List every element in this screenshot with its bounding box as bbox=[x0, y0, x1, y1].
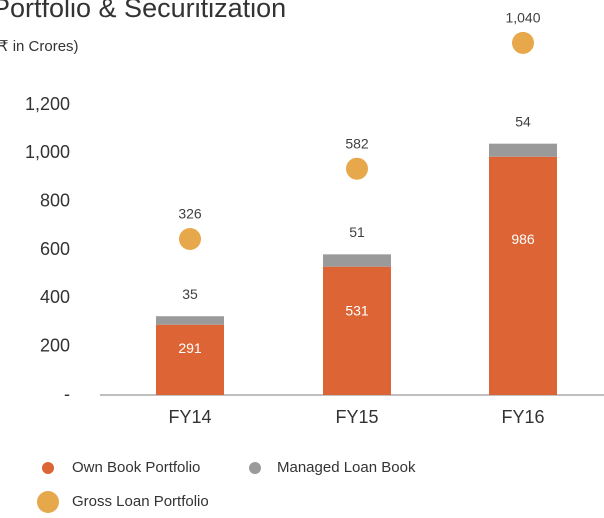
gross-dot bbox=[346, 157, 368, 180]
chart-subtitle: (₹ in Crores) bbox=[0, 38, 79, 55]
x-tick-label: FY16 bbox=[501, 407, 544, 427]
data-label: 531 bbox=[345, 302, 369, 318]
y-tick-label: 1,200 bbox=[25, 94, 70, 114]
y-tick-label: 600 bbox=[40, 239, 70, 259]
data-label: 986 bbox=[511, 231, 535, 247]
data-label: 291 bbox=[178, 340, 202, 356]
legend-swatch bbox=[37, 491, 59, 513]
y-tick-label: 200 bbox=[40, 335, 70, 355]
y-tick-label: 1,000 bbox=[25, 142, 70, 162]
x-tick-label: FY14 bbox=[168, 407, 211, 427]
y-tick-label: - bbox=[64, 384, 70, 404]
data-label: 582 bbox=[345, 135, 369, 151]
x-tick-label: FY15 bbox=[335, 407, 378, 427]
bar-segment bbox=[489, 156, 557, 395]
gross-dot bbox=[512, 31, 534, 54]
legend-swatch bbox=[249, 462, 261, 474]
bar-segment bbox=[156, 316, 224, 325]
data-label: 35 bbox=[182, 286, 198, 302]
data-label: 54 bbox=[515, 113, 531, 129]
gross-dot bbox=[179, 228, 201, 251]
chart-title: Portfolio & Securitization bbox=[0, 0, 286, 23]
bar-segment bbox=[323, 254, 391, 267]
y-tick-label: 400 bbox=[40, 287, 70, 307]
data-label: 326 bbox=[178, 206, 202, 222]
legend-swatch bbox=[42, 462, 54, 474]
bar-segment bbox=[323, 266, 391, 395]
legend-label: Own Book Portfolio bbox=[72, 459, 200, 476]
y-tick-label: 800 bbox=[40, 190, 70, 210]
legend-label: Managed Loan Book bbox=[277, 459, 416, 476]
bar-segment bbox=[156, 324, 224, 395]
legend-label: Gross Loan Portfolio bbox=[72, 493, 209, 510]
data-label: 51 bbox=[349, 224, 365, 240]
bar-segment bbox=[489, 143, 557, 157]
data-label: 1,040 bbox=[505, 10, 540, 26]
